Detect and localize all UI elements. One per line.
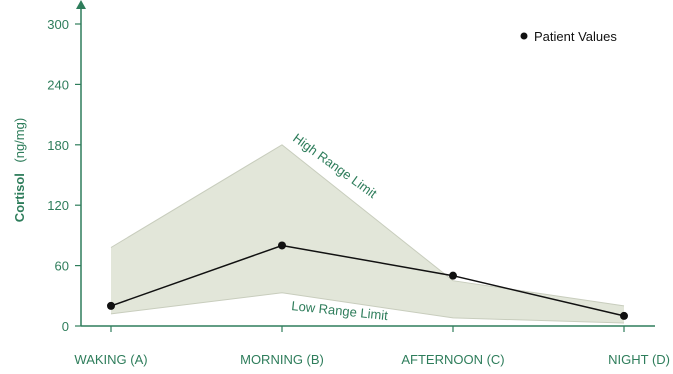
- y-axis-label: Cortisol (ng/mg): [11, 118, 28, 222]
- legend-label: Patient Values: [534, 29, 617, 44]
- legend: Patient Values: [520, 29, 617, 44]
- y-axis-label-main: Cortisol: [12, 173, 27, 222]
- y-tick-label: 60: [55, 259, 69, 274]
- y-tick-label: 0: [62, 319, 69, 334]
- patient-values-line: [110, 244, 625, 317]
- patient-value-point: [107, 301, 115, 310]
- low-range-edge: [110, 292, 625, 324]
- patient-value-point: [449, 271, 457, 280]
- reference-range-band: [111, 144, 624, 323]
- x-tick-label: NIGHT (D): [608, 352, 670, 367]
- y-tick-label: 180: [47, 138, 69, 153]
- x-tick-label: MORNING (B): [240, 352, 324, 367]
- y-ticks: 0 60 120 180 240 300: [47, 17, 81, 334]
- x-tick-label: AFTERNOON (C): [401, 352, 504, 367]
- legend-marker: [520, 32, 528, 40]
- x-tick-label: WAKING (A): [74, 352, 147, 367]
- y-tick-label: 120: [47, 198, 69, 213]
- y-axis-label-unit: (ng/mg): [12, 118, 27, 163]
- y-tick-label: 300: [47, 17, 69, 32]
- patient-values-points: [107, 241, 628, 320]
- patient-value-point: [620, 311, 628, 320]
- patient-value-point: [278, 241, 286, 250]
- y-axis-arrow-icon: [76, 0, 86, 9]
- high-range-edge: [110, 144, 625, 307]
- y-tick-label: 240: [47, 77, 69, 92]
- x-ticks: WAKING (A) MORNING (B) AFTERNOON (C) NIGHT …: [74, 326, 670, 367]
